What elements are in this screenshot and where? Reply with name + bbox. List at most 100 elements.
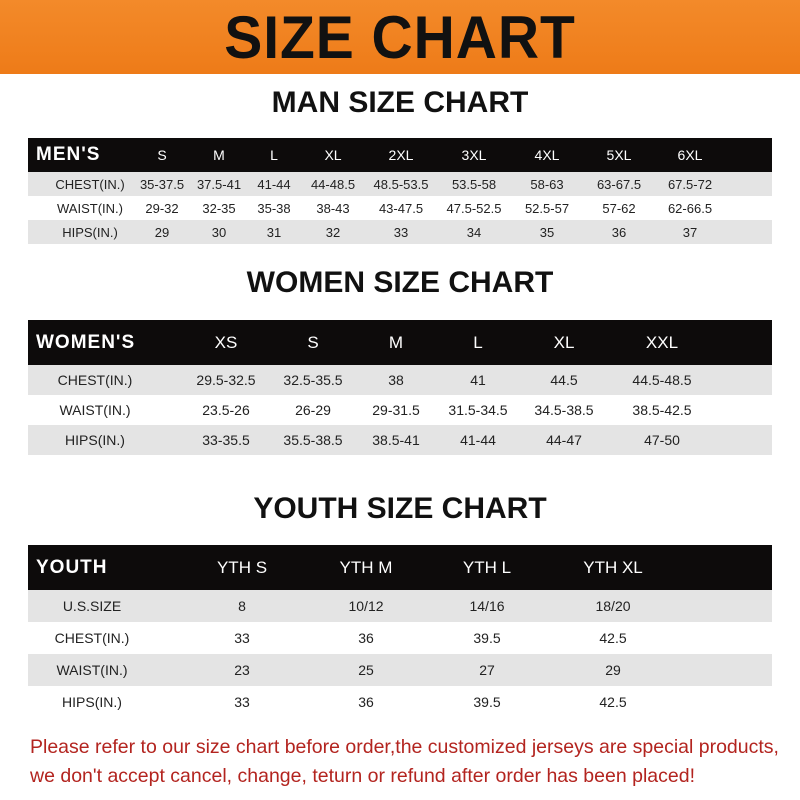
size-header-cell: M	[388, 332, 404, 352]
size-header-cell: S	[157, 147, 167, 163]
measurement-value: 39.5	[473, 630, 501, 646]
size-header-cell: 2XL	[388, 147, 414, 163]
table-header-row: YOUTH YTH S YTH M YTH L YTH XL	[28, 545, 772, 590]
table-title-cell: WOMEN'S	[36, 331, 136, 353]
measurement-label: CHEST(IN.)	[54, 630, 130, 646]
size-header-cell: XXL	[645, 332, 679, 352]
order-note: Please refer to our size chart before or…	[30, 733, 790, 791]
size-header-cell: YTH M	[339, 557, 393, 577]
measurement-label: WAIST(IN.)	[56, 662, 128, 678]
measurement-value: 31	[266, 224, 282, 240]
measurement-value: 37	[682, 224, 698, 240]
size-header-cell: YTH XL	[583, 557, 643, 577]
measurement-label: CHEST(IN.)	[55, 176, 125, 192]
order-note-line-2: we don't accept cancel, change, teturn o…	[30, 765, 695, 787]
measurement-value: 38.5-41	[372, 432, 420, 448]
women-section-title: WOMEN SIZE CHART	[246, 266, 554, 299]
table-row: U.S.SIZE 8 10/12 14/16 18/20	[28, 590, 772, 622]
measurement-value: 38	[388, 372, 404, 388]
measurement-value: 47-50	[644, 432, 680, 448]
measurement-value: 36	[611, 224, 627, 240]
measurement-value: 42.5	[599, 630, 627, 646]
measurement-value: 39.5	[473, 694, 501, 710]
measurement-value: 34	[466, 224, 482, 240]
size-header-cell: XL	[553, 332, 575, 352]
size-header-cell: 4XL	[534, 147, 560, 163]
measurement-value: 41	[470, 372, 486, 388]
measurement-value: 14/16	[469, 598, 505, 614]
size-header-cell: XL	[324, 147, 342, 163]
measurement-value: 29	[605, 662, 621, 678]
size-header-cell: L	[473, 332, 483, 352]
table-header-row: WOMEN'S XS S M L XL XXL	[28, 320, 772, 365]
measurement-value: 35	[539, 224, 555, 240]
measurement-value: 23	[234, 662, 250, 678]
measurement-value: 44.5-48.5	[632, 372, 692, 388]
measurement-value: 67.5-72	[667, 176, 713, 192]
measurement-value: 52.5-57	[524, 200, 570, 216]
size-header-cell: 5XL	[606, 147, 632, 163]
table-row: WAIST(IN.) 29-32 32-35 35-38 38-43 43-47.5 47.…	[28, 196, 772, 220]
measurement-label: WAIST(IN.)	[59, 402, 131, 418]
measurement-label: HIPS(IN.)	[62, 694, 122, 710]
measurement-value: 26-29	[295, 402, 331, 418]
table-row: WAIST(IN.) 23 25 27 29	[28, 654, 772, 686]
table-row: HIPS(IN.) 29 30 31 32 33 34 35 36 37	[28, 220, 772, 244]
banner-title: SIZE CHART	[224, 3, 576, 71]
table-row: CHEST(IN.) 33 36 39.5 42.5	[28, 622, 772, 654]
measurement-value: 36	[358, 694, 374, 710]
measurement-value: 43-47.5	[378, 200, 424, 216]
measurement-value: 62-66.5	[667, 200, 713, 216]
measurement-value: 34.5-38.5	[534, 402, 594, 418]
measurement-value: 38-43	[316, 200, 350, 216]
table-row: WAIST(IN.) 23.5-26 26-29 29-31.5 31.5-34.5 34…	[28, 395, 772, 425]
measurement-value: 33	[234, 630, 250, 646]
measurement-value: 58-63	[530, 176, 564, 192]
measurement-value: 8	[238, 598, 246, 614]
measurement-value: 36	[358, 630, 374, 646]
measurement-value: 27	[479, 662, 495, 678]
measurement-value: 33	[393, 224, 409, 240]
measurement-value: 35-38	[257, 200, 291, 216]
measurement-value: 42.5	[599, 694, 627, 710]
measurement-value: 25	[358, 662, 374, 678]
table-row: HIPS(IN.) 33-35.5 35.5-38.5 38.5-41 41-44 44-…	[28, 425, 772, 455]
size-header-cell: L	[270, 147, 278, 163]
size-header-cell: XS	[214, 332, 238, 352]
measurement-value: 32.5-35.5	[283, 372, 343, 388]
table-title-cell: MEN'S	[36, 144, 101, 165]
measurement-value: 10/12	[348, 598, 384, 614]
measurement-value: 48.5-53.5	[373, 176, 429, 192]
table-row: HIPS(IN.) 33 36 39.5 42.5	[28, 686, 772, 718]
measurement-value: 53.5-58	[451, 176, 497, 192]
measurement-value: 41-44	[460, 432, 496, 448]
measurement-value: 18/20	[595, 598, 631, 614]
measurement-value: 32	[325, 224, 341, 240]
table-title-cell: YOUTH	[36, 556, 108, 578]
size-header-cell: S	[307, 332, 319, 352]
order-note-line-1: Please refer to our size chart before or…	[30, 736, 779, 758]
measurement-value: 44.5	[550, 372, 578, 388]
size-header-cell: 3XL	[461, 147, 487, 163]
measurement-value: 38.5-42.5	[632, 402, 692, 418]
size-header-cell: YTH L	[462, 557, 512, 577]
measurement-value: 29	[154, 224, 170, 240]
measurement-value: 23.5-26	[202, 402, 250, 418]
measurement-value: 63-67.5	[596, 176, 642, 192]
measurement-value: 29-32	[145, 200, 179, 216]
men-section-title: MAN SIZE CHART	[271, 86, 529, 119]
measurement-label: WAIST(IN.)	[57, 200, 123, 216]
table-header-row: MEN'S S M L XL 2XL 3XL 4XL 5XL 6XL	[28, 138, 772, 172]
size-header-cell: M	[213, 147, 225, 163]
measurement-value: 29.5-32.5	[196, 372, 256, 388]
measurement-value: 57-62	[602, 200, 636, 216]
measurement-label: HIPS(IN.)	[62, 224, 118, 240]
measurement-label: CHEST(IN.)	[57, 372, 133, 388]
measurement-label: HIPS(IN.)	[65, 432, 125, 448]
measurement-label: U.S.SIZE	[62, 598, 122, 614]
measurement-value: 30	[211, 224, 227, 240]
banner: SIZE CHART	[0, 0, 800, 74]
measurement-value: 47.5-52.5	[446, 200, 502, 216]
size-header-cell: 6XL	[677, 147, 703, 163]
measurement-value: 35-37.5	[139, 176, 185, 192]
